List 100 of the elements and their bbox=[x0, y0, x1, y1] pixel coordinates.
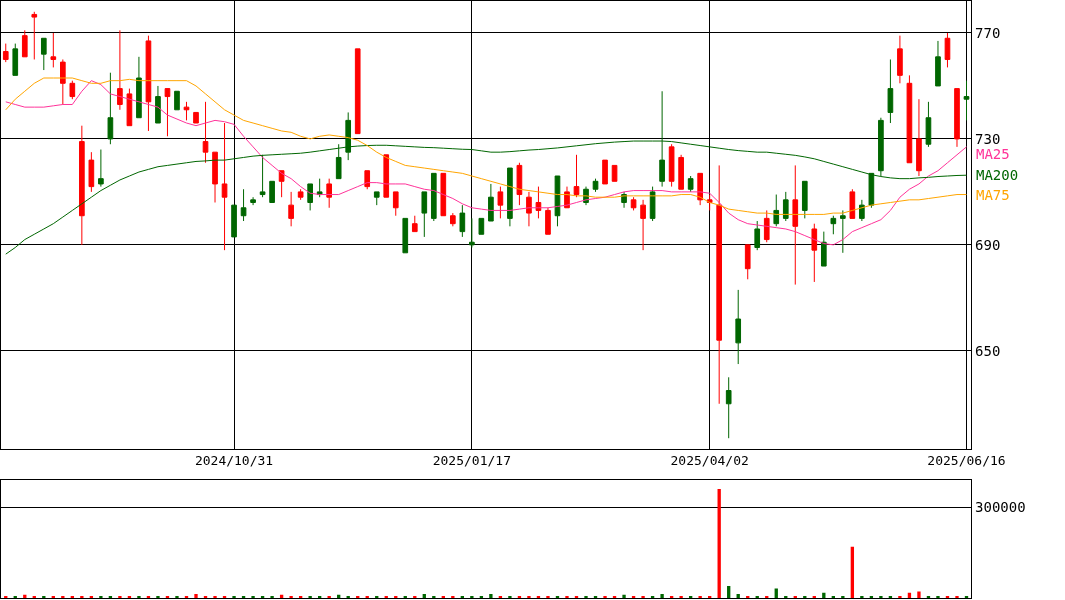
bar bbox=[270, 596, 274, 599]
bar bbox=[622, 594, 626, 599]
candlestick bbox=[183, 101, 190, 121]
candlestick bbox=[897, 35, 903, 84]
candlestick bbox=[69, 80, 76, 100]
bar bbox=[565, 596, 569, 599]
candlestick bbox=[145, 35, 152, 132]
candlestick bbox=[906, 74, 913, 164]
candlestick bbox=[421, 191, 428, 238]
candlestick bbox=[450, 212, 456, 227]
candlestick bbox=[469, 217, 475, 249]
bar bbox=[546, 596, 550, 599]
bar bbox=[194, 593, 198, 599]
bar bbox=[584, 596, 588, 599]
candlestick bbox=[155, 85, 161, 124]
candlestick bbox=[12, 43, 19, 76]
candlestick bbox=[326, 178, 333, 209]
bar bbox=[251, 596, 255, 599]
candlestick bbox=[488, 183, 494, 222]
candlestick bbox=[107, 72, 114, 145]
candlestick bbox=[136, 56, 142, 119]
candlestick bbox=[440, 172, 447, 217]
candlestick bbox=[516, 162, 523, 206]
candlestick bbox=[459, 204, 466, 238]
candlestick bbox=[554, 175, 561, 227]
candlestick bbox=[782, 191, 789, 222]
candlestick bbox=[411, 215, 418, 233]
candlestick bbox=[297, 188, 304, 201]
candlestick bbox=[687, 175, 694, 193]
candlestick bbox=[744, 244, 751, 280]
candlestick bbox=[811, 223, 818, 283]
candlestick bbox=[288, 191, 294, 227]
candlestick bbox=[849, 188, 856, 219]
candlestick bbox=[21, 29, 28, 58]
candlestick bbox=[602, 159, 608, 185]
candlestick bbox=[98, 149, 104, 188]
candlestick bbox=[402, 217, 409, 254]
candlestick bbox=[507, 167, 513, 227]
candlestick bbox=[592, 178, 599, 193]
series-label: MA25 bbox=[976, 146, 1010, 162]
bar bbox=[99, 596, 103, 599]
candlestick bbox=[221, 122, 228, 251]
x-tick-label: 2025/04/02 bbox=[670, 453, 749, 469]
candlestick bbox=[944, 32, 951, 68]
bar bbox=[470, 596, 474, 599]
candlestick bbox=[202, 101, 209, 164]
x-tick-label: 2025/06/16 bbox=[927, 453, 1006, 469]
candlestick bbox=[887, 58, 894, 124]
candlestick bbox=[916, 98, 922, 177]
candlestick bbox=[117, 29, 123, 111]
y-tick-label: 650 bbox=[975, 342, 1001, 359]
x-tick-label: 2024/10/31 bbox=[194, 453, 274, 469]
candlestick bbox=[716, 164, 723, 405]
candlestick bbox=[668, 143, 675, 188]
series-label: MA200 bbox=[976, 167, 1019, 183]
candlestick bbox=[868, 172, 875, 209]
candlestick bbox=[31, 11, 38, 60]
candlestick bbox=[801, 180, 808, 219]
candlestick bbox=[164, 88, 171, 137]
bar bbox=[860, 596, 864, 599]
bar bbox=[232, 596, 236, 599]
candlestick bbox=[478, 217, 485, 235]
bar bbox=[603, 596, 607, 599]
candlestick bbox=[231, 204, 237, 238]
candlestick bbox=[212, 151, 218, 203]
candlestick bbox=[763, 209, 770, 243]
candlestick bbox=[335, 143, 342, 180]
candlestick bbox=[611, 164, 618, 182]
bar bbox=[698, 596, 702, 599]
bar bbox=[289, 596, 293, 599]
y-tick-label: 690 bbox=[975, 236, 1001, 253]
bar bbox=[917, 591, 921, 599]
bar bbox=[936, 596, 940, 599]
candlestick bbox=[725, 376, 732, 439]
candlestick bbox=[307, 183, 313, 211]
candlestick bbox=[364, 170, 371, 190]
candlestick bbox=[373, 191, 380, 206]
bar bbox=[508, 596, 512, 599]
bar bbox=[308, 596, 312, 599]
bar bbox=[660, 593, 664, 599]
bar bbox=[727, 586, 731, 599]
bar bbox=[137, 596, 141, 599]
candlestick bbox=[269, 180, 275, 203]
candlestick bbox=[954, 88, 960, 148]
y-tick-label: 770 bbox=[975, 24, 1001, 41]
candlestick bbox=[50, 32, 57, 68]
bar bbox=[879, 596, 883, 599]
candlestick bbox=[545, 207, 551, 235]
bar bbox=[898, 596, 902, 599]
candlestick bbox=[526, 191, 532, 227]
candlestick bbox=[535, 186, 542, 219]
candlestick bbox=[392, 191, 399, 217]
candlestick bbox=[383, 154, 390, 198]
candlestick bbox=[840, 209, 846, 254]
line-series bbox=[5, 77, 967, 215]
candlestick bbox=[963, 80, 970, 121]
candlestick bbox=[640, 199, 646, 251]
candlestick bbox=[126, 88, 133, 127]
candlestick bbox=[935, 40, 941, 87]
candlestick bbox=[278, 170, 285, 198]
